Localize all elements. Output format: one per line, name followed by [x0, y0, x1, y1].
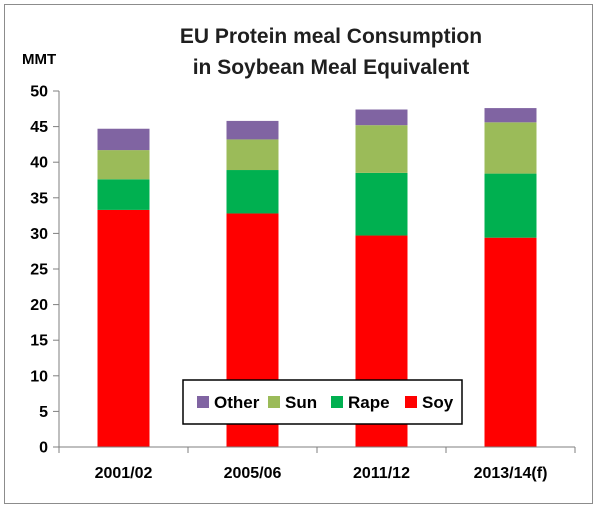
bar-segment-soy — [97, 209, 150, 447]
legend: Other Sun Rape Soy — [182, 379, 463, 425]
y-tick-label: 40 — [30, 155, 48, 172]
bar-segment-soy — [484, 237, 537, 447]
legend-label-rape: Rape — [348, 393, 390, 412]
legend-swatch-rape — [331, 396, 343, 408]
category-labels: 2001/02 2005/06 2011/12 2013/14(f) — [95, 465, 548, 482]
x-category-label: 2011/12 — [353, 465, 410, 482]
y-tick-label: 50 — [30, 84, 48, 101]
y-tick-label: 25 — [30, 262, 48, 279]
chart-subtitle: in Soybean Meal Equivalent — [193, 56, 470, 79]
y-tick-label: 30 — [30, 226, 48, 243]
bar-segment-rape — [484, 173, 537, 238]
bar-segment-sun — [484, 122, 537, 174]
chart-svg: EU Protein meal Consumption in Soybean M… — [22, 25, 576, 482]
axes — [58, 91, 576, 453]
bar-segment-sun — [97, 150, 150, 180]
bar-segment-rape — [97, 179, 150, 210]
x-category-label: 2013/14(f) — [474, 465, 548, 482]
bar-segment-other — [226, 120, 279, 140]
y-axis-label: MMT — [22, 51, 56, 68]
y-tick-label: 20 — [30, 297, 48, 314]
bar-segment-rape — [226, 170, 279, 214]
y-tick-label: 10 — [30, 368, 48, 385]
y-tick-label: 0 — [39, 440, 48, 457]
chart-frame: EU Protein meal Consumption in Soybean M… — [4, 4, 593, 504]
chart-title: EU Protein meal Consumption — [180, 25, 482, 48]
x-category-label: 2005/06 — [224, 465, 282, 482]
x-category-label: 2001/02 — [95, 465, 153, 482]
bar-segment-other — [484, 108, 537, 123]
legend-label-other: Other — [214, 393, 260, 412]
legend-swatch-soy — [405, 396, 417, 408]
bar-segment-other — [97, 128, 150, 151]
bar-segment-rape — [355, 172, 408, 236]
bar-segment-other — [355, 109, 408, 126]
y-tick-label: 45 — [30, 119, 48, 136]
y-tick-label: 35 — [30, 190, 48, 207]
y-ticks: 0 5 10 15 20 25 30 35 40 45 50 — [30, 84, 59, 457]
legend-label-sun: Sun — [285, 393, 317, 412]
bar-segment-sun — [355, 125, 408, 173]
bar-segment-sun — [226, 139, 279, 171]
y-tick-label: 15 — [30, 333, 48, 350]
legend-swatch-sun — [268, 396, 280, 408]
legend-swatch-other — [197, 396, 209, 408]
y-tick-label: 5 — [39, 404, 48, 421]
legend-label-soy: Soy — [422, 393, 454, 412]
